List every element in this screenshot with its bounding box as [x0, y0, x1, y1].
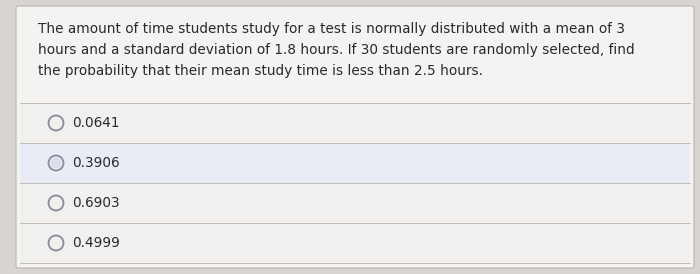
FancyBboxPatch shape [20, 223, 690, 263]
Text: 0.4999: 0.4999 [72, 236, 120, 250]
Text: The amount of time students study for a test is normally distributed with a mean: The amount of time students study for a … [38, 22, 635, 78]
Text: 0.0641: 0.0641 [72, 116, 120, 130]
Text: 0.3906: 0.3906 [72, 156, 120, 170]
Text: 0.6903: 0.6903 [72, 196, 120, 210]
FancyBboxPatch shape [20, 103, 690, 143]
FancyBboxPatch shape [20, 143, 690, 183]
FancyBboxPatch shape [16, 6, 694, 268]
FancyBboxPatch shape [20, 183, 690, 223]
Circle shape [50, 158, 62, 169]
